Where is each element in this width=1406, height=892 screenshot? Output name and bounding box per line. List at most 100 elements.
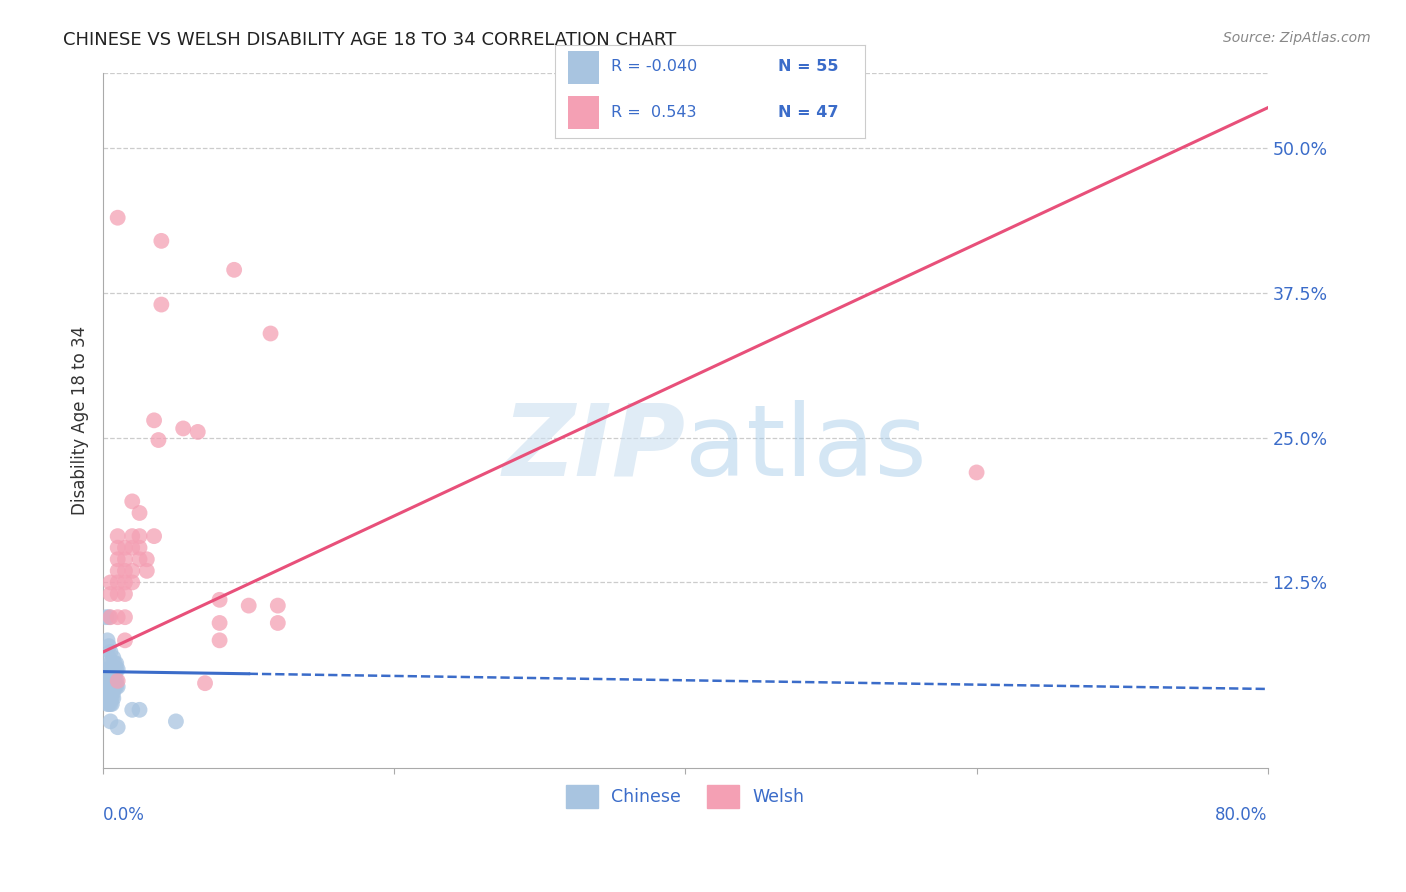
Point — [107, 575, 129, 590]
Point — [165, 714, 187, 729]
Point — [94, 610, 117, 624]
Point — [97, 639, 120, 653]
Point — [150, 234, 173, 248]
Point — [103, 691, 125, 706]
Point — [103, 662, 125, 676]
Point — [101, 662, 124, 676]
Point — [114, 575, 136, 590]
Point — [148, 433, 170, 447]
Point — [105, 673, 128, 688]
Point — [150, 297, 173, 311]
Point — [97, 650, 120, 665]
Point — [96, 662, 118, 676]
Point — [103, 668, 125, 682]
Text: 0.0%: 0.0% — [103, 805, 145, 824]
Point — [114, 541, 136, 555]
Point — [104, 673, 127, 688]
Point — [238, 599, 260, 613]
Point — [107, 673, 129, 688]
Point — [100, 668, 122, 682]
Point — [100, 645, 122, 659]
Text: atlas: atlas — [686, 400, 927, 497]
Point — [107, 541, 129, 555]
Point — [121, 703, 143, 717]
Point — [100, 587, 122, 601]
Point — [208, 633, 231, 648]
Point — [101, 685, 124, 699]
Point — [128, 703, 150, 717]
Point — [100, 673, 122, 688]
Point — [114, 564, 136, 578]
Point — [114, 587, 136, 601]
Point — [224, 262, 246, 277]
Point — [104, 668, 127, 682]
Text: ZIP: ZIP — [502, 400, 686, 497]
Point — [143, 529, 166, 543]
Text: R =  0.543: R = 0.543 — [612, 104, 696, 120]
Point — [96, 697, 118, 711]
Point — [121, 529, 143, 543]
Point — [107, 587, 129, 601]
Point — [100, 685, 122, 699]
Point — [107, 680, 129, 694]
Point — [121, 575, 143, 590]
Point — [97, 610, 120, 624]
Text: N = 47: N = 47 — [778, 104, 838, 120]
Legend: Chinese, Welsh: Chinese, Welsh — [560, 779, 811, 814]
Point — [172, 421, 194, 435]
Point — [97, 685, 120, 699]
Point — [121, 541, 143, 555]
Point — [100, 657, 122, 671]
Point — [103, 650, 125, 665]
Point — [101, 668, 124, 682]
Text: R = -0.040: R = -0.040 — [612, 59, 697, 74]
Point — [128, 541, 150, 555]
Point — [100, 691, 122, 706]
Point — [135, 564, 157, 578]
Point — [96, 680, 118, 694]
Point — [187, 425, 209, 439]
Point — [107, 610, 129, 624]
Point — [121, 494, 143, 508]
Point — [101, 680, 124, 694]
Point — [103, 685, 125, 699]
Point — [128, 552, 150, 566]
Point — [97, 697, 120, 711]
Point — [96, 668, 118, 682]
Y-axis label: Disability Age 18 to 34: Disability Age 18 to 34 — [72, 326, 89, 515]
Point — [259, 326, 281, 341]
Point — [208, 615, 231, 630]
Point — [107, 552, 129, 566]
Point — [114, 633, 136, 648]
Point — [96, 685, 118, 699]
Point — [97, 673, 120, 688]
Point — [100, 610, 122, 624]
Point — [267, 615, 290, 630]
Bar — [568, 96, 599, 129]
Point — [101, 691, 124, 706]
Point — [100, 575, 122, 590]
Point — [96, 633, 118, 648]
Point — [105, 662, 128, 676]
Point — [121, 564, 143, 578]
Point — [103, 680, 125, 694]
Point — [128, 506, 150, 520]
Point — [128, 529, 150, 543]
Point — [100, 697, 122, 711]
Point — [104, 662, 127, 676]
Point — [107, 564, 129, 578]
Point — [103, 673, 125, 688]
Point — [114, 610, 136, 624]
Bar — [568, 51, 599, 84]
Point — [101, 697, 124, 711]
Point — [97, 680, 120, 694]
Point — [107, 662, 129, 676]
Text: 80.0%: 80.0% — [1215, 805, 1268, 824]
Point — [100, 662, 122, 676]
Point — [97, 691, 120, 706]
Point — [105, 680, 128, 694]
Point — [143, 413, 166, 427]
Point — [107, 720, 129, 734]
Point — [267, 599, 290, 613]
Point — [135, 552, 157, 566]
